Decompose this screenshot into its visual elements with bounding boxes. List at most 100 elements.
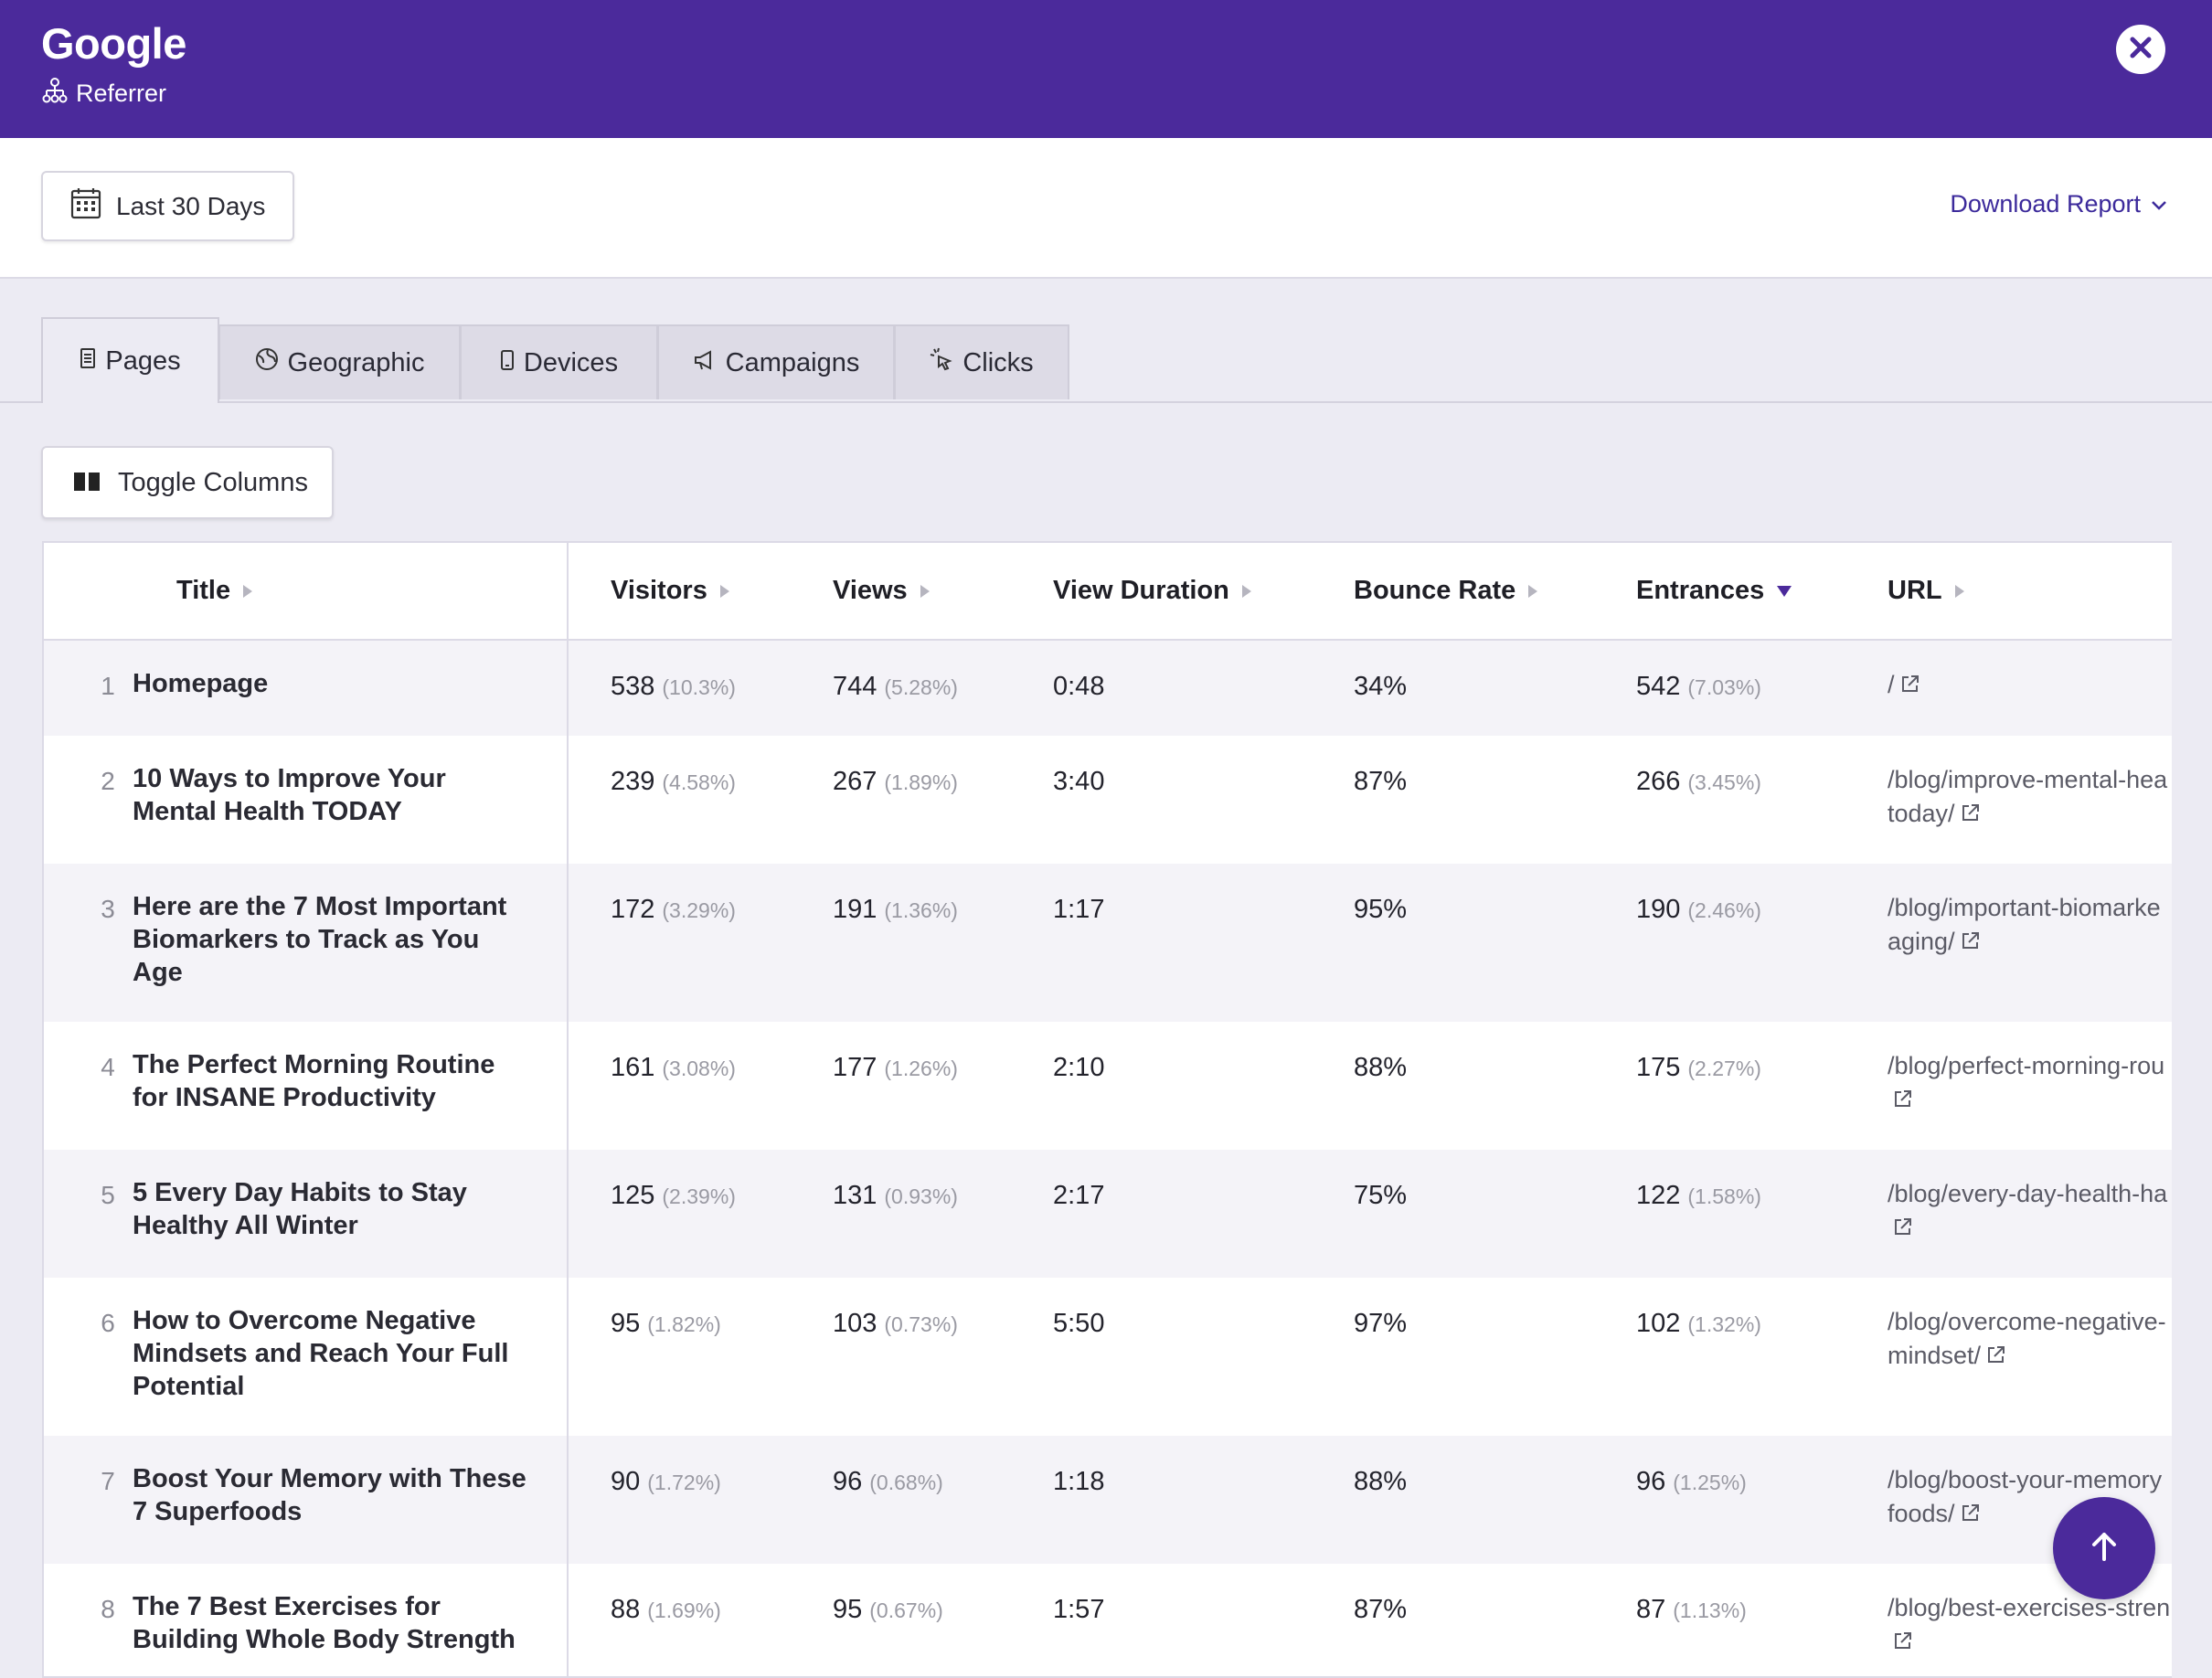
external-link-icon[interactable] — [1961, 926, 1981, 960]
scroll-to-top-button[interactable] — [2053, 1497, 2155, 1599]
row-number: 6 — [101, 1309, 115, 1337]
page-title-cell[interactable]: Homepage — [133, 669, 269, 698]
page-title-cell[interactable]: 5 Every Day Habits to Stay Healthy All W… — [133, 1178, 467, 1240]
close-icon — [2127, 34, 2154, 66]
visitors-value: 239 — [611, 767, 655, 796]
download-report-button[interactable]: Download Report — [1950, 190, 2168, 218]
tab-devices[interactable]: Devices — [460, 324, 658, 399]
views-percent: (1.89%) — [884, 770, 958, 794]
table-row[interactable]: 5 5 Every Day Habits to Stay Healthy All … — [44, 1150, 2172, 1278]
visitors-percent: (3.29%) — [662, 898, 736, 922]
views-percent: (1.36%) — [884, 898, 958, 922]
views-value: 267 — [833, 767, 877, 796]
table-row[interactable]: 1 Homepage 538 (10.3%) 744 (5.28%) 0:48 34% 542(… — [44, 641, 2172, 736]
tab-pages[interactable]: Pages — [41, 317, 219, 403]
entrances-percent: (1.13%) — [1673, 1598, 1747, 1622]
column-header-entrances-label: Entrances — [1636, 576, 1765, 605]
entrances-value: 190 — [1636, 895, 1681, 924]
column-header-views-label: Views — [833, 576, 908, 605]
entrances-cell: 96 (1.25%) — [1636, 1467, 1747, 1497]
entrances-cell: 102 (1.32%) — [1636, 1309, 1761, 1339]
views-value: 191 — [833, 895, 877, 924]
entrances-value: 542 — [1636, 672, 1681, 701]
column-header-title[interactable]: Title — [176, 576, 253, 606]
visitors-value: 95 — [611, 1309, 641, 1338]
view-duration-cell: 2:10 — [1053, 1053, 1105, 1082]
close-button[interactable] — [2116, 25, 2165, 74]
table-row[interactable]: 3 Here are the 7 Most Important Biomarker… — [44, 864, 2172, 1022]
url-text: /blog/best-exercises-stren — [1888, 1594, 2171, 1621]
external-link-icon[interactable] — [1961, 1498, 1981, 1532]
entrances-percent: (1.25%) — [1673, 1471, 1747, 1494]
table-row[interactable]: 6 How to Overcome Negative Mindsets and R… — [44, 1278, 2172, 1436]
url-cell[interactable]: /blog/improve-mental-hea today/ — [1888, 763, 2172, 832]
toggle-columns-button[interactable]: Toggle Columns — [41, 446, 334, 519]
row-number: 1 — [101, 672, 115, 700]
column-header-entrances[interactable]: Entrances — [1636, 576, 1792, 606]
entrances-percent: (2.46%) — [1687, 898, 1761, 922]
bounce-rate-cell: 95% — [1354, 895, 1408, 924]
url-cell[interactable]: /blog/boost-your-memory foods/ — [1888, 1463, 2172, 1532]
visitors-cell: 88 (1.69%) — [611, 1595, 721, 1625]
external-link-icon[interactable] — [1961, 798, 1981, 832]
sort-desc-icon — [1777, 585, 1792, 597]
visitors-cell: 172 (3.29%) — [611, 895, 736, 925]
views-percent: (0.93%) — [884, 1184, 958, 1208]
views-cell: 744 (5.28%) — [833, 672, 958, 702]
table-row[interactable]: 7 Boost Your Memory with These 7 Superfoo… — [44, 1436, 2172, 1564]
url-cell[interactable]: / — [1888, 668, 2172, 703]
column-header-views[interactable]: Views — [833, 576, 930, 606]
views-cell: 267 (1.89%) — [833, 767, 958, 797]
page-title-cell[interactable]: 10 Ways to Improve Your Mental Health TO… — [133, 764, 446, 826]
table-row[interactable]: 2 10 Ways to Improve Your Mental Health T… — [44, 736, 2172, 864]
url-cell[interactable]: /blog/every-day-health-ha — [1888, 1177, 2172, 1246]
report-title: Google — [41, 19, 186, 68]
entrances-value: 266 — [1636, 767, 1681, 796]
phone-icon — [500, 348, 515, 378]
external-link-icon[interactable] — [1900, 669, 1920, 703]
bounce-rate-cell: 34% — [1354, 672, 1408, 701]
tab-clicks[interactable]: Clicks — [894, 324, 1069, 399]
page-title-cell[interactable]: Here are the 7 Most Important Biomarkers… — [133, 892, 507, 987]
url-line-1: /blog/overcome-negative- — [1888, 1305, 2172, 1339]
tab-geographic[interactable]: Geographic — [218, 324, 461, 399]
column-header-bounce-rate-label: Bounce Rate — [1354, 576, 1516, 605]
views-value: 131 — [833, 1181, 877, 1210]
row-number: 8 — [101, 1595, 115, 1623]
column-divider — [567, 543, 569, 1676]
url-cell[interactable]: /blog/best-exercises-stren — [1888, 1591, 2172, 1660]
external-link-icon[interactable] — [1893, 1084, 1913, 1118]
column-header-bounce-rate[interactable]: Bounce Rate — [1354, 576, 1538, 606]
table-row[interactable]: 4 The Perfect Morning Routine for INSANE … — [44, 1022, 2172, 1150]
page-title-cell[interactable]: Boost Your Memory with These 7 Superfood… — [133, 1464, 526, 1526]
report-header: Google Referrer — [0, 0, 2212, 138]
external-link-icon[interactable] — [1893, 1212, 1913, 1246]
views-value: 744 — [833, 672, 877, 701]
url-text: / — [1888, 671, 1895, 698]
url-cell[interactable]: /blog/perfect-morning-rou — [1888, 1049, 2172, 1118]
page-title-cell[interactable]: The Perfect Morning Routine for INSANE P… — [133, 1050, 495, 1112]
url-text: /blog/perfect-morning-rou — [1888, 1052, 2165, 1079]
table-row[interactable]: 8 The 7 Best Exercises for Building Whole… — [44, 1564, 2172, 1676]
url-cell[interactable]: /blog/overcome-negative-mindset/ — [1888, 1305, 2172, 1374]
external-link-icon[interactable] — [1986, 1340, 2006, 1374]
date-range-label: Last 30 Days — [116, 191, 266, 220]
calendar-icon — [70, 186, 101, 226]
url-cell[interactable]: /blog/important-biomarke aging/ — [1888, 891, 2172, 960]
page-title-cell[interactable]: How to Overcome Negative Mindsets and Re… — [133, 1306, 509, 1401]
tab-campaigns[interactable]: Campaigns — [657, 324, 895, 399]
visitors-percent: (1.72%) — [647, 1471, 721, 1494]
view-duration-cell: 0:48 — [1053, 672, 1105, 701]
column-header-visitors[interactable]: Visitors — [611, 576, 729, 606]
column-header-view-duration[interactable]: View Duration — [1053, 576, 1251, 606]
views-value: 95 — [833, 1595, 863, 1624]
visitors-value: 125 — [611, 1181, 655, 1210]
visitors-cell: 538 (10.3%) — [611, 672, 736, 702]
page-title-cell[interactable]: The 7 Best Exercises for Building Whole … — [133, 1592, 516, 1654]
column-header-url[interactable]: URL — [1888, 576, 1964, 606]
date-range-button[interactable]: Last 30 Days — [41, 171, 294, 241]
entrances-value: 175 — [1636, 1053, 1681, 1082]
url-text: /blog/every-day-health-ha — [1888, 1180, 2168, 1207]
external-link-icon[interactable] — [1893, 1626, 1913, 1660]
view-duration-cell: 5:50 — [1053, 1309, 1105, 1338]
